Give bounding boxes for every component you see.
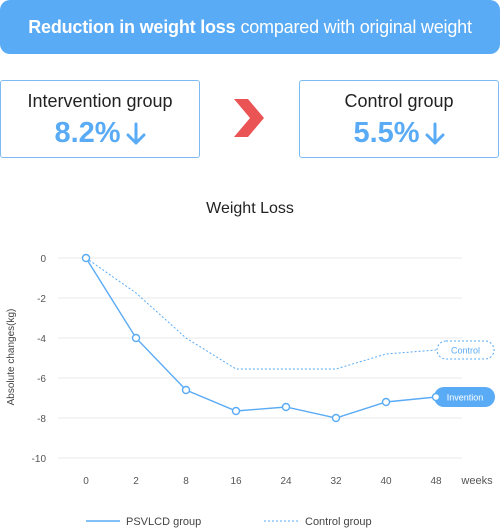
arrow-down-icon xyxy=(425,122,445,144)
legend-label: Control group xyxy=(305,516,372,528)
data-point xyxy=(381,397,391,407)
y-tick-label: 0 xyxy=(40,254,46,265)
arrow-down-icon xyxy=(126,122,146,144)
x-tick-label: 48 xyxy=(430,476,442,487)
intervention-label: Intervention group xyxy=(27,91,173,111)
intervention-stat-card: Intervention group 8.2% xyxy=(0,80,200,158)
data-point xyxy=(231,406,241,416)
control-stat-card: Control group 5.5% xyxy=(299,80,499,158)
control-end-tag-label: Control xyxy=(451,346,480,356)
invention-end-tag xyxy=(434,387,495,407)
y-tick-label: -6 xyxy=(37,374,46,385)
data-point-end xyxy=(431,392,441,402)
y-tick-label: -8 xyxy=(37,414,46,425)
series-line-control xyxy=(85,257,437,370)
chart-title: Weight Loss xyxy=(206,200,294,217)
x-tick-label: 0 xyxy=(83,476,89,487)
control-value-row: 5.5% xyxy=(300,117,498,150)
data-point xyxy=(281,402,291,412)
chevron-right-icon xyxy=(234,99,264,137)
y-tick-label: -4 xyxy=(37,334,46,345)
data-point xyxy=(181,385,191,395)
x-tick-label: 16 xyxy=(230,476,242,487)
x-tick-label: 40 xyxy=(380,476,392,487)
data-point xyxy=(131,333,141,343)
control-end-tag xyxy=(436,340,495,360)
invention-end-tag-label: Invention xyxy=(447,393,484,403)
x-tick-label: 2 xyxy=(133,476,139,487)
x-axis-label: weeks xyxy=(460,475,493,487)
y-axis-label: Absolute changes(kg) xyxy=(6,309,17,406)
legend-label: PSVLCD group xyxy=(126,516,201,528)
summary-banner: Reduction in weight loss compared with o… xyxy=(0,0,500,54)
data-point-origin xyxy=(81,253,91,263)
y-tick-label: -2 xyxy=(37,294,46,305)
x-tick-label: 8 xyxy=(183,476,189,487)
data-point xyxy=(331,413,341,423)
y-tick-label: -10 xyxy=(32,454,47,465)
control-value: 5.5% xyxy=(353,117,420,149)
x-tick-label: 24 xyxy=(280,476,292,487)
intervention-value-row: 8.2% xyxy=(1,117,199,150)
intervention-value: 8.2% xyxy=(54,117,121,149)
series-line-psvlcd xyxy=(85,257,437,419)
banner-bold-text: Reduction in weight loss xyxy=(28,16,236,37)
control-label: Control group xyxy=(344,91,454,111)
weight-loss-chart: 0 -2 -4 -6 -8 -10 0 2 8 16 24 32 40 48 weeks Absolute c… xyxy=(6,253,495,528)
x-tick-label: 32 xyxy=(330,476,342,487)
banner-rest-text: compared with original weight xyxy=(240,16,472,37)
